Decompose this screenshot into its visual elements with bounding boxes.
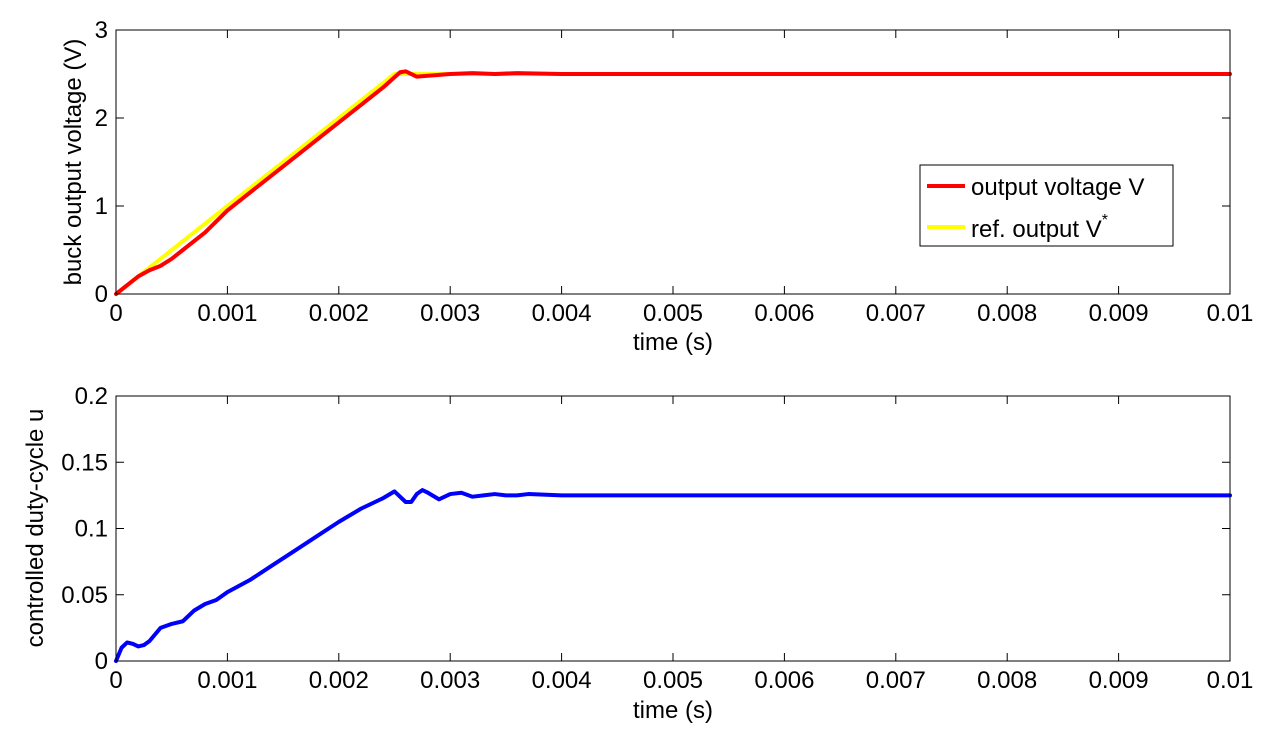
voltage-tick-layer: 0 0.001 0.002 0.003 0.004 0.005 0.006 0.007 0.00… xyxy=(95,17,1254,327)
voltage-y-tick-label: 1 xyxy=(95,193,108,220)
voltage-plot: 0 0.001 0.002 0.003 0.004 0.005 0.006 0.007 0.00… xyxy=(60,17,1253,356)
voltage-x-axis-label: time (s) xyxy=(633,329,713,356)
voltage-x-tick-label: 0.01 xyxy=(1207,300,1254,327)
duty-cycle-x-tick-label: 0.006 xyxy=(754,667,814,694)
duty-cycle-x-tick-label: 0.004 xyxy=(532,667,592,694)
duty-cycle-x-tick-label: 0.009 xyxy=(1089,667,1149,694)
voltage-y-axis-label: buck output voltage (V) xyxy=(60,39,87,286)
duty-cycle-tick-layer: 0 0.001 0.002 0.003 0.004 0.005 0.006 0.007 0.00… xyxy=(61,383,1253,694)
duty-cycle-y-tick-label: 0.1 xyxy=(75,516,108,543)
voltage-x-tick-label: 0.002 xyxy=(309,300,369,327)
output-voltage-line xyxy=(114,69,1232,296)
legend-label-output-voltage: output voltage V xyxy=(971,174,1144,201)
voltage-x-tick-label: 0.001 xyxy=(197,300,257,327)
duty-cycle-x-tick-label: 0.007 xyxy=(866,667,926,694)
duty-cycle-x-axis-label: time (s) xyxy=(633,697,713,724)
legend-label-ref-output-sup: * xyxy=(1102,212,1108,229)
duty-cycle-plot: 0 0.001 0.002 0.003 0.004 0.005 0.006 0.007 0.00… xyxy=(22,383,1253,724)
voltage-x-tick-label: 0.009 xyxy=(1089,300,1149,327)
voltage-x-tick-label: 0.006 xyxy=(754,300,814,327)
duty-cycle-x-tick-label: 0.001 xyxy=(197,667,257,694)
voltage-x-tick-label: 0.007 xyxy=(866,300,926,327)
legend: output voltage V ref. output V* xyxy=(919,164,1174,247)
voltage-y-tick-label: 3 xyxy=(95,17,108,44)
duty-cycle-x-tick-label: 0.002 xyxy=(309,667,369,694)
voltage-x-tick-label: 0.005 xyxy=(643,300,703,327)
duty-cycle-x-tick-label: 0.01 xyxy=(1207,667,1254,694)
voltage-x-tick-label: 0.004 xyxy=(532,300,592,327)
voltage-x-tick-label: 0.008 xyxy=(977,300,1037,327)
duty-cycle-y-tick-label: 0.05 xyxy=(61,582,108,609)
duty-cycle-x-tick-label: 0 xyxy=(109,667,122,694)
duty-cycle-x-tick-label: 0.003 xyxy=(420,667,480,694)
duty-cycle-plot-background xyxy=(116,396,1230,661)
legend-label-ref-output: ref. output V* xyxy=(971,212,1108,243)
duty-cycle-x-tick-label: 0.008 xyxy=(977,667,1037,694)
voltage-y-tick-label: 2 xyxy=(95,105,108,132)
duty-cycle-x-tick-label: 0.005 xyxy=(643,667,703,694)
voltage-series-layer xyxy=(114,69,1232,296)
duty-cycle-series-layer xyxy=(114,488,1232,663)
duty-cycle-y-tick-label: 0.15 xyxy=(61,449,108,476)
duty-cycle-y-tick-label: 0 xyxy=(95,648,108,675)
legend-box xyxy=(919,164,1174,247)
legend-label-ref-output-text: ref. output V xyxy=(971,216,1102,243)
duty-cycle-y-axis-label: controlled duty-cycle u xyxy=(22,409,49,648)
voltage-x-tick-label: 0.003 xyxy=(420,300,480,327)
voltage-x-tick-label: 0 xyxy=(109,300,122,327)
duty-cycle-line xyxy=(114,488,1232,663)
duty-cycle-y-tick-label: 0.2 xyxy=(75,383,108,410)
voltage-y-tick-label: 0 xyxy=(95,281,108,308)
